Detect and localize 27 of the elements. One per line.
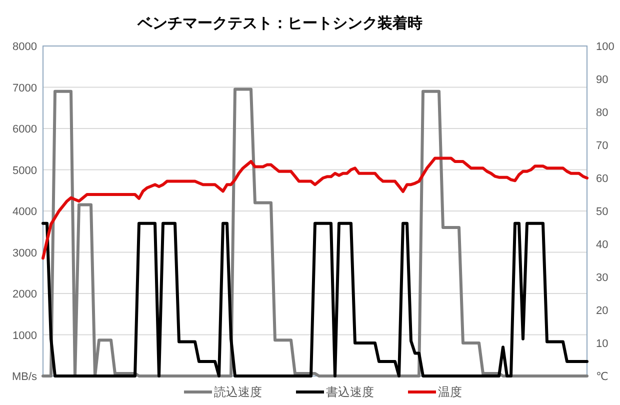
chart-title: ベンチマークテスト：ヒートシンク装着時 <box>136 14 422 32</box>
y-tick-label: 7000 <box>12 82 37 94</box>
y2-tick-label: 20 <box>596 305 608 317</box>
legend-label: 読込速度 <box>214 385 262 399</box>
legend-label: 温度 <box>438 385 462 399</box>
y-tick-label: 4000 <box>12 206 37 218</box>
y2-tick-label: 60 <box>596 173 608 185</box>
y-tick-label: 3000 <box>12 247 37 260</box>
y2-tick-label: 10 <box>596 338 608 350</box>
y2-tick-label: 90 <box>596 74 608 86</box>
line-series <box>42 88 588 378</box>
y-tick-label: 2000 <box>12 288 37 300</box>
y2-tick-label: 70 <box>596 140 608 152</box>
y2-tick-label: 40 <box>596 239 608 251</box>
y2-tick-label: 30 <box>596 272 608 284</box>
legend-label: 書込速度 <box>326 385 374 399</box>
y-tick-label: 5000 <box>12 164 37 177</box>
y-tick-label: 8000 <box>12 41 37 53</box>
y2-tick-label: ℃ <box>596 371 608 383</box>
line-series <box>42 156 588 260</box>
y2-tick-label: 80 <box>596 107 608 119</box>
y-tick-label: 6000 <box>12 124 37 136</box>
y-tick-label: MB/s <box>12 371 38 383</box>
y-tick-label: 1000 <box>12 330 37 342</box>
y2-tick-label: 50 <box>596 206 608 218</box>
line-series <box>42 222 588 378</box>
y2-tick-label: 100 <box>596 41 614 53</box>
